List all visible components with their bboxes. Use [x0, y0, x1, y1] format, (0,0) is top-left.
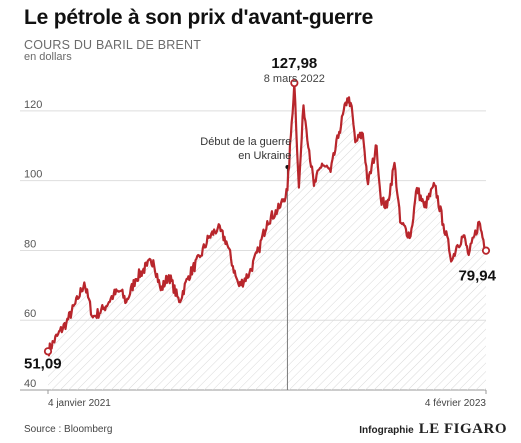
brand-logo: LE FIGARO — [418, 421, 507, 437]
x-tick-label: 4 février 2023 — [425, 398, 487, 409]
source-note: Source : Bloomberg — [24, 424, 113, 435]
y-tick-label: 100 — [24, 169, 42, 181]
peak-value-label: 127,98 — [271, 55, 317, 72]
peak-marker — [290, 78, 299, 88]
start-value-label: 51,09 — [24, 355, 62, 372]
peak-date-label: 8 mars 2022 — [264, 73, 325, 85]
event-label-line1: Début de la guerre — [200, 136, 291, 148]
series-line — [43, 78, 491, 357]
y-tick-label: 120 — [24, 99, 42, 111]
x-tick-label: 4 janvier 2021 — [48, 398, 111, 409]
hatched-area — [48, 83, 486, 390]
chart-subtitle: COURS DU BARIL DE BRENT — [24, 38, 202, 52]
y-tick-label: 40 — [24, 378, 36, 390]
start-marker — [43, 347, 53, 356]
end-marker — [481, 246, 491, 255]
credit: Infographie LE FIGARO — [359, 421, 507, 438]
chart-title: Le pétrole à son prix d'avant-guerre — [24, 6, 374, 29]
unit-label: en dollars — [24, 51, 72, 63]
event-label-line2: en Ukraine — [238, 150, 291, 162]
series-line-path — [46, 81, 487, 357]
area-fill — [48, 83, 486, 390]
end-value-label: 79,94 — [458, 268, 496, 285]
chart-labels: 40 60 80 100 120 4 janvier 2021 4 février 2023… — [24, 55, 497, 409]
y-tick-label: 80 — [24, 238, 36, 250]
y-tick-label: 60 — [24, 308, 36, 320]
credit-prefix: Infographie — [359, 425, 414, 436]
